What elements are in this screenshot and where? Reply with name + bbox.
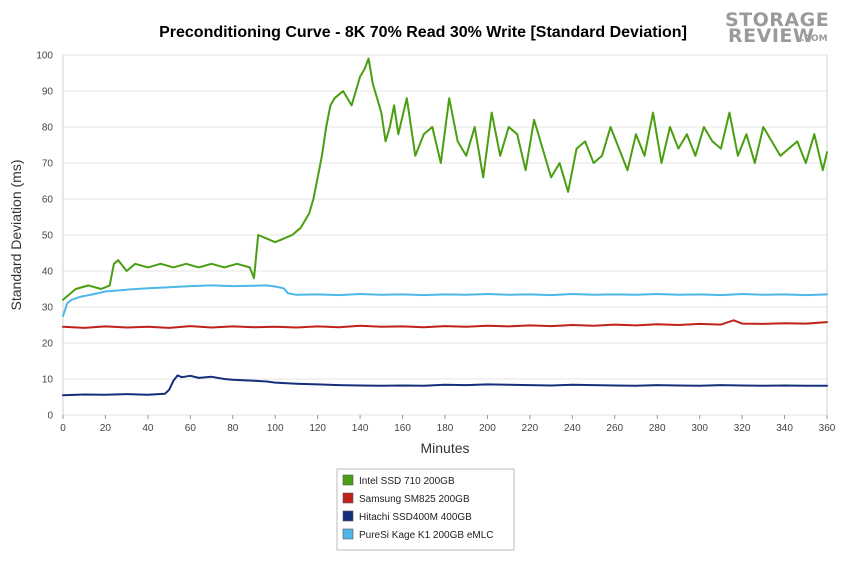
x-tick-label: 160 [394,423,411,434]
x-tick-label: 40 [142,423,154,434]
chart-title: Preconditioning Curve - 8K 70% Read 30% … [159,24,687,41]
gridlines [63,54,827,416]
y-tick-label: 50 [42,231,54,242]
y-tick-label: 80 [42,123,54,134]
logo: STORAGE REVIEW .COM [725,9,829,47]
x-tick-label: 120 [309,423,326,434]
x-tick-label: 20 [100,423,112,434]
logo-suffix: .COM [801,34,828,44]
legend-swatch [342,510,354,522]
legend-swatch [342,474,354,486]
y-tick-label: 30 [42,303,54,314]
legend-entry: PureSi Kage K1 200GB eMLC [359,530,494,541]
legend-swatch [342,492,354,504]
y-tick-label: 70 [42,159,54,170]
x-axis-ticks: 0 20 40 60 80 100 120 140 160 180 200 220 240 260 280 3… [60,415,836,434]
x-tick-label: 300 [691,423,708,434]
x-tick-label: 0 [60,423,66,434]
x-tick-label: 200 [479,423,496,434]
series-lines [62,57,828,397]
series-line-puresi-kage-k1-200gb-emlc [62,284,828,317]
legend: Intel SSD 710 200GB Samsung SM825 200GB Hi… [336,468,515,551]
x-axis-label: Minutes [420,440,469,456]
x-tick-label: 100 [267,423,284,434]
legend-entry: Intel SSD 710 200GB [359,476,455,487]
y-tick-label: 20 [42,339,54,350]
x-tick-label: 140 [352,423,369,434]
logo-line2: REVIEW [728,25,814,47]
series-line-hitachi-ssd400m-400gb [62,374,828,397]
series-line-intel-ssd-710-200gb [62,57,828,301]
y-tick-label: 0 [47,411,53,422]
y-axis-label: Standard Deviation (ms) [8,160,24,311]
x-tick-label: 360 [819,423,836,434]
x-tick-label: 320 [734,423,751,434]
y-tick-label: 40 [42,267,54,278]
x-tick-label: 180 [437,423,454,434]
x-tick-label: 60 [185,423,197,434]
legend-entry: Samsung SM825 200GB [359,494,470,505]
x-tick-label: 240 [564,423,581,434]
y-tick-label: 90 [42,87,54,98]
x-tick-label: 340 [776,423,793,434]
logo-line1: STORAGE [725,9,829,31]
legend-entry: Hitachi SSD400M 400GB [359,512,472,523]
x-tick-label: 220 [522,423,539,434]
y-tick-label: 60 [42,195,54,206]
y-tick-label: 100 [36,51,53,62]
x-tick-label: 80 [227,423,239,434]
x-tick-label: 260 [606,423,623,434]
x-tick-label: 280 [649,423,666,434]
legend-swatch [342,528,354,540]
series-line-samsung-sm825-200gb [62,319,828,329]
y-tick-label: 10 [42,375,54,386]
y-axis-ticks: 0 10 20 30 40 50 60 70 80 90 100 [36,51,53,422]
legend-box [336,468,515,551]
